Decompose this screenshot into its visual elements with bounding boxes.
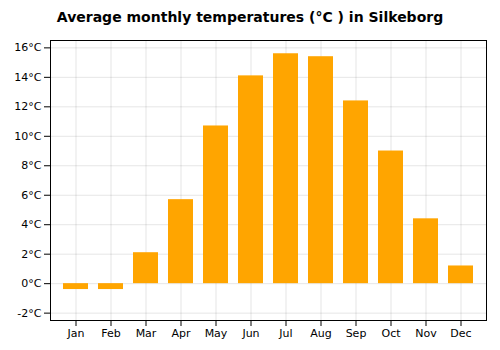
svg-text:10°C: 10°C — [14, 130, 41, 143]
svg-text:Aug: Aug — [310, 327, 331, 340]
svg-text:Apr: Apr — [171, 327, 191, 340]
svg-text:Sep: Sep — [346, 327, 367, 340]
svg-text:Feb: Feb — [101, 327, 120, 340]
svg-text:-2°C: -2°C — [17, 307, 41, 320]
svg-text:4°C: 4°C — [21, 218, 41, 231]
svg-text:0°C: 0°C — [21, 277, 41, 290]
svg-text:6°C: 6°C — [21, 189, 41, 202]
svg-text:Dec: Dec — [450, 327, 471, 340]
html-text:Average monthly temperatures (: Average monthly temperatures (°C ) in Si… — [56, 9, 444, 25]
svg-text:14°C: 14°C — [14, 71, 41, 84]
svg-text:Jul: Jul — [278, 327, 292, 340]
svg-text:Jun: Jun — [241, 327, 259, 340]
svg-text:Jan: Jan — [67, 327, 85, 340]
svg-text:2°C: 2°C — [21, 248, 41, 261]
svg-text:May: May — [205, 327, 228, 340]
svg-text:16°C: 16°C — [14, 41, 41, 54]
svg-text:8°C: 8°C — [21, 159, 41, 172]
svg-text:12°C: 12°C — [14, 100, 41, 113]
svg-text:Oct: Oct — [381, 327, 401, 340]
svg-text:Nov: Nov — [415, 327, 437, 340]
svg-text:Mar: Mar — [136, 327, 157, 340]
